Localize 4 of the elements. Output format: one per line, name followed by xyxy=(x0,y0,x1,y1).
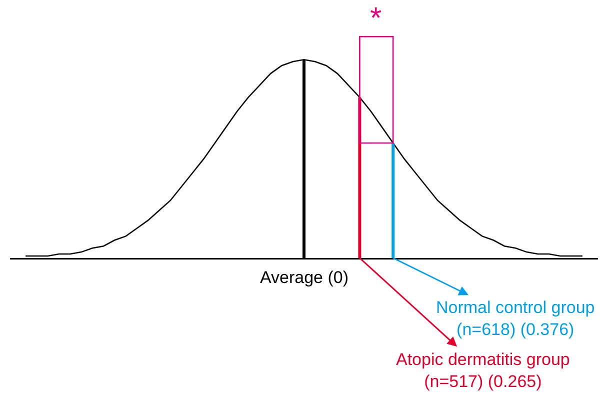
text: Normal control group (n=618) (0.376) xyxy=(436,298,595,340)
text: * xyxy=(370,2,382,35)
text: Average (0) xyxy=(260,268,349,287)
text: Atopic dermatitis group (n=517) (0.265) xyxy=(396,350,570,392)
